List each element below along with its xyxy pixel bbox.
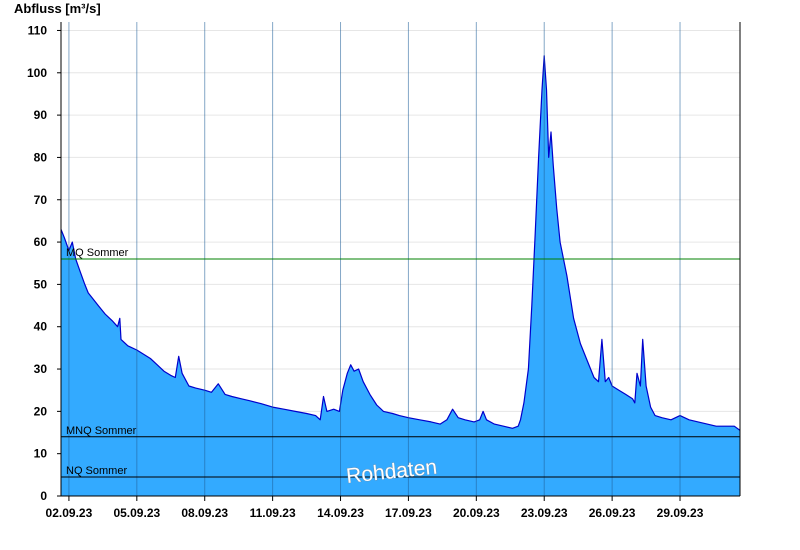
y-tick-label-50: 50 [34,277,48,291]
y-tick-label-70: 70 [34,193,48,207]
tick-labels: 0 10 20 30 40 50 60 70 80 90 100 110 02.09.23 05.09.2… [27,23,704,520]
y-tick-label-30: 30 [34,362,48,376]
x-tick-label-17.09.23: 17.09.23 [385,506,432,520]
y-tick-label-40: 40 [34,320,48,334]
mq-sommer-label: MQ Sommer [66,247,129,259]
x-tick-label-05.09.23: 05.09.23 [113,506,160,520]
x-tick-label-29.09.23: 29.09.23 [657,506,704,520]
mnq-sommer-label: MNQ Sommer [66,425,137,437]
discharge-area [61,55,740,497]
x-tick-label-20.09.23: 20.09.23 [453,506,500,520]
y-tick-label-0: 0 [40,489,47,503]
nq-sommer-label: NQ Sommer [66,465,127,477]
y-tick-label-80: 80 [34,150,48,164]
y-tick-label-90: 90 [34,108,48,122]
x-tick-label-26.09.23: 26.09.23 [589,506,636,520]
y-tick-label-60: 60 [34,235,48,249]
area-layer [60,55,741,497]
y-tick-label-100: 100 [27,66,47,80]
reference-lines: MQ Sommer MNQ Sommer NQ Sommer [61,247,740,478]
y-tick-label-20: 20 [34,404,48,418]
x-tick-label-14.09.23: 14.09.23 [317,506,364,520]
y-tick-label-10: 10 [34,447,48,461]
x-tick-label-02.09.23: 02.09.23 [46,506,93,520]
x-tick-label-23.09.23: 23.09.23 [521,506,568,520]
y-axis-title: Abfluss [m³/s] [14,1,101,16]
x-tick-label-11.09.23: 11.09.23 [250,506,296,520]
x-tick-label-08.09.23: 08.09.23 [181,506,228,520]
y-tick-label-110: 110 [28,23,48,37]
discharge-line [60,55,741,431]
axes [57,22,741,501]
